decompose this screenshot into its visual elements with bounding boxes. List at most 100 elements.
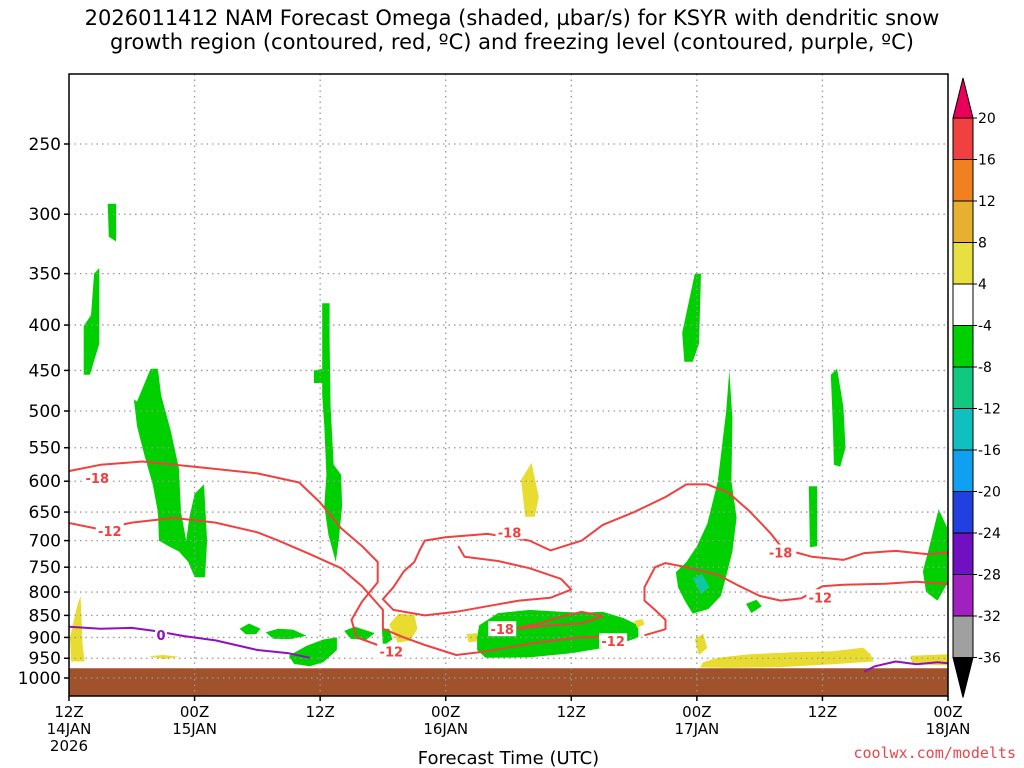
omega-region-4 — [313, 368, 324, 383]
x-tick-label-12-0: 00Z — [180, 703, 209, 721]
colorbar-segment-2 — [952, 159, 974, 202]
contour-line-2 — [381, 483, 787, 617]
title-line-2: growth region (contoured, red, ºC) and f… — [110, 30, 914, 54]
y-tick-label-650: 650 — [29, 503, 61, 523]
x-tick-label-36-1: 16JAN — [423, 720, 468, 738]
colorbar-label-3: 8 — [978, 236, 987, 252]
contour-label-bg-2 — [495, 524, 524, 540]
omega-region-11 — [675, 370, 737, 614]
colorbar-segment-3 — [952, 200, 974, 243]
omega-region-16 — [239, 623, 261, 635]
contour-label-7: -12 — [809, 591, 833, 606]
omega-region-27 — [692, 574, 710, 594]
x-tick-label-36-0: 00Z — [431, 703, 460, 721]
contour-label-bg-7 — [806, 589, 835, 605]
x-tick-label-60-1: 17JAN — [674, 720, 719, 738]
contour-line-6 — [69, 625, 310, 659]
x-tick-label-84-0: 00Z — [933, 703, 962, 721]
omega-region-22 — [700, 647, 874, 668]
credit-text: coolwx.com/modelts — [853, 744, 1016, 762]
x-tick-label-0-1: 14JAN — [47, 720, 92, 738]
omega-region-1 — [83, 268, 100, 375]
x-tick-label-84-1: 18JAN — [926, 720, 971, 738]
colorbar-segment-6 — [952, 325, 974, 368]
colorbar-segment-10 — [952, 491, 974, 534]
omega-region-6 — [344, 626, 375, 640]
omega-region-17 — [70, 595, 85, 662]
omega-region-8 — [381, 628, 393, 646]
colorbar-segment-7 — [952, 366, 974, 409]
y-tick-label-900: 900 — [29, 628, 61, 648]
omega-region-14 — [808, 486, 818, 548]
y-tick-label-550: 550 — [29, 439, 61, 459]
contour-line-1 — [69, 516, 614, 656]
contour-label-bg-5 — [599, 633, 628, 649]
colorbar-bottom-triangle — [952, 657, 974, 698]
colorbar-label-0: 20 — [978, 111, 996, 127]
y-tick-label-400: 400 — [29, 316, 61, 336]
y-tick-label-700: 700 — [29, 532, 61, 552]
contour-label-bg-0 — [83, 470, 112, 486]
colorbar-label-7: -12 — [978, 402, 1001, 418]
contour-label-bg-8 — [155, 626, 168, 642]
y-tick-label-500: 500 — [29, 402, 61, 422]
colorbar-segment-9 — [952, 449, 974, 492]
x-tick-label-12-1: 15JAN — [172, 720, 217, 738]
contour-label-4: -12 — [380, 646, 404, 661]
omega-region-2 — [133, 368, 208, 578]
y-tick-label-750: 750 — [29, 558, 61, 578]
contour-label-bg-3 — [488, 621, 517, 637]
contour-line-7 — [863, 660, 948, 673]
contour-label-bg-4 — [377, 643, 406, 659]
contour-label-6: -18 — [769, 547, 793, 562]
y-tick-label-850: 850 — [29, 606, 61, 626]
omega-region-13 — [830, 368, 846, 467]
y-tick-label-600: 600 — [29, 472, 61, 492]
x-axis-label: Forecast Time (UTC) — [418, 748, 599, 768]
contour-label-2: -18 — [498, 526, 522, 541]
x-tick-label-72-0: 12Z — [808, 703, 837, 721]
colorbar-label-13: -36 — [978, 651, 1001, 667]
y-tick-label-300: 300 — [29, 205, 61, 225]
contour-label-1: -12 — [98, 525, 122, 540]
x-tick-label-60-0: 00Z — [682, 703, 711, 721]
omega-region-25 — [634, 619, 645, 628]
colorbar-top-triangle — [952, 77, 974, 119]
colorbar-label-10: -24 — [978, 526, 1001, 542]
colorbar-segment-1 — [952, 117, 974, 160]
y-tick-label-800: 800 — [29, 583, 61, 603]
colorbar-segment-8 — [952, 408, 974, 451]
colorbar-label-4: 4 — [978, 277, 987, 293]
colorbar-label-2: 12 — [978, 194, 996, 210]
colorbar-segment-4 — [952, 242, 974, 285]
omega-region-5 — [265, 628, 307, 640]
omega-region-0 — [107, 203, 117, 242]
contour-line-4 — [643, 562, 948, 637]
x-tick-label-24-0: 12Z — [305, 703, 334, 721]
colorbar-label-11: -28 — [978, 568, 1001, 584]
colorbar-label-9: -20 — [978, 485, 1001, 501]
contour-label-8: 0 — [157, 629, 166, 644]
x-tick-label-48-0: 12Z — [557, 703, 586, 721]
y-tick-label-450: 450 — [29, 361, 61, 381]
ground-fill — [69, 668, 948, 696]
chart-title: 2026011412 NAM Forecast Omega (shaded, µ… — [0, 6, 1024, 54]
y-tick-label-950: 950 — [29, 649, 61, 669]
omega-region-7 — [288, 637, 337, 667]
contour-line-0 — [69, 460, 379, 646]
colorbar-segment-11 — [952, 532, 974, 575]
plot-area — [69, 74, 948, 696]
contour-label-0: -18 — [86, 472, 110, 487]
y-tick-label-350: 350 — [29, 265, 61, 285]
colorbar-label-6: -8 — [978, 360, 992, 376]
colorbar-segment-13 — [952, 615, 974, 658]
colorbar-label-12: -32 — [978, 609, 1001, 625]
colorbar-label-5: -4 — [978, 319, 992, 335]
omega-region-3 — [322, 303, 343, 562]
omega-region-21 — [521, 462, 539, 517]
colorbar-segment-5 — [952, 283, 974, 326]
colorbar-label-8: -16 — [978, 443, 1001, 459]
y-tick-label-1000: 1000 — [18, 669, 61, 689]
plot-frame — [68, 73, 949, 697]
